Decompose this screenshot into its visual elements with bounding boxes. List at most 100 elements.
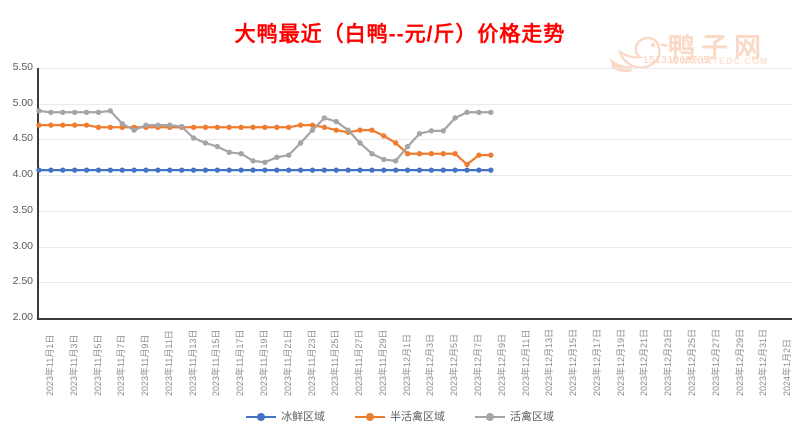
data-point[interactable] (60, 122, 66, 128)
data-point[interactable] (214, 167, 221, 173)
data-point[interactable] (321, 167, 328, 173)
data-point[interactable] (214, 124, 221, 130)
data-point[interactable] (345, 127, 351, 133)
data-point[interactable] (48, 122, 54, 128)
data-point[interactable] (357, 127, 363, 133)
data-point[interactable] (440, 167, 446, 173)
data-point[interactable] (83, 167, 90, 173)
data-point[interactable] (440, 128, 446, 134)
data-point[interactable] (71, 167, 78, 173)
data-point[interactable] (404, 167, 411, 173)
data-point[interactable] (214, 143, 221, 150)
data-point[interactable] (357, 140, 363, 146)
data-point[interactable] (488, 152, 494, 158)
data-point[interactable] (416, 151, 423, 157)
data-point[interactable] (83, 109, 90, 115)
data-point[interactable] (464, 167, 470, 173)
data-point[interactable] (333, 167, 339, 173)
data-point[interactable] (36, 167, 42, 173)
data-point[interactable] (238, 124, 244, 130)
data-point[interactable] (190, 135, 197, 141)
data-point[interactable] (428, 151, 435, 157)
data-point[interactable] (250, 158, 256, 164)
data-point[interactable] (321, 124, 328, 130)
data-point[interactable] (369, 127, 375, 133)
data-point[interactable] (71, 122, 78, 128)
data-point[interactable] (392, 167, 399, 173)
data-point[interactable] (202, 140, 209, 146)
data-point[interactable] (381, 156, 387, 163)
data-point[interactable] (488, 167, 494, 173)
data-point[interactable] (143, 167, 149, 173)
data-point[interactable] (392, 158, 399, 164)
data-point[interactable] (345, 167, 351, 173)
data-point[interactable] (452, 115, 458, 121)
legend-item[interactable]: 冰鲜区域 (246, 408, 325, 424)
data-point[interactable] (369, 151, 375, 157)
data-point[interactable] (464, 161, 470, 168)
legend-item[interactable]: 活禽区域 (475, 408, 554, 424)
data-point[interactable] (143, 122, 149, 128)
data-point[interactable] (464, 109, 470, 115)
data-point[interactable] (83, 122, 90, 128)
data-point[interactable] (381, 167, 387, 173)
data-point[interactable] (178, 167, 185, 173)
data-point[interactable] (95, 124, 102, 130)
data-point[interactable] (321, 115, 328, 121)
data-point[interactable] (428, 128, 435, 134)
data-point[interactable] (178, 123, 185, 130)
data-point[interactable] (107, 108, 114, 114)
data-point[interactable] (107, 167, 114, 173)
data-point[interactable] (452, 151, 458, 157)
data-point[interactable] (262, 124, 268, 130)
data-point[interactable] (119, 167, 125, 173)
data-point[interactable] (238, 167, 244, 173)
data-point[interactable] (107, 124, 114, 130)
data-point[interactable] (309, 167, 316, 173)
data-point[interactable] (262, 159, 268, 165)
data-point[interactable] (416, 167, 423, 173)
data-point[interactable] (202, 124, 209, 130)
data-point[interactable] (285, 167, 292, 173)
data-point[interactable] (226, 167, 232, 173)
data-point[interactable] (476, 109, 482, 115)
data-point[interactable] (60, 109, 66, 115)
data-point[interactable] (297, 167, 304, 173)
data-point[interactable] (309, 127, 316, 133)
data-point[interactable] (250, 167, 256, 173)
data-point[interactable] (262, 167, 268, 173)
data-point[interactable] (488, 109, 494, 115)
data-point[interactable] (369, 167, 375, 173)
data-point[interactable] (381, 133, 387, 139)
data-point[interactable] (274, 167, 280, 173)
data-point[interactable] (274, 124, 280, 130)
data-point[interactable] (95, 109, 102, 115)
data-point[interactable] (392, 140, 399, 146)
data-point[interactable] (155, 167, 161, 173)
data-point[interactable] (226, 149, 232, 155)
data-point[interactable] (71, 109, 78, 115)
data-point[interactable] (309, 122, 316, 128)
data-point[interactable] (202, 167, 209, 173)
data-point[interactable] (226, 124, 232, 130)
data-point[interactable] (404, 151, 411, 157)
data-point[interactable] (333, 127, 339, 133)
data-point[interactable] (357, 167, 363, 173)
data-point[interactable] (297, 122, 304, 128)
data-point[interactable] (155, 122, 161, 128)
data-point[interactable] (428, 167, 435, 173)
data-point[interactable] (131, 127, 137, 133)
data-point[interactable] (404, 143, 411, 150)
data-point[interactable] (452, 167, 458, 173)
data-point[interactable] (119, 121, 125, 127)
data-point[interactable] (440, 151, 446, 157)
data-point[interactable] (238, 151, 244, 157)
data-point[interactable] (95, 167, 102, 173)
legend-item[interactable]: 半活禽区域 (355, 408, 445, 424)
data-point[interactable] (190, 167, 197, 173)
data-point[interactable] (250, 124, 256, 130)
data-point[interactable] (476, 167, 482, 173)
data-point[interactable] (167, 122, 173, 128)
data-point[interactable] (60, 167, 66, 173)
data-point[interactable] (48, 167, 54, 173)
